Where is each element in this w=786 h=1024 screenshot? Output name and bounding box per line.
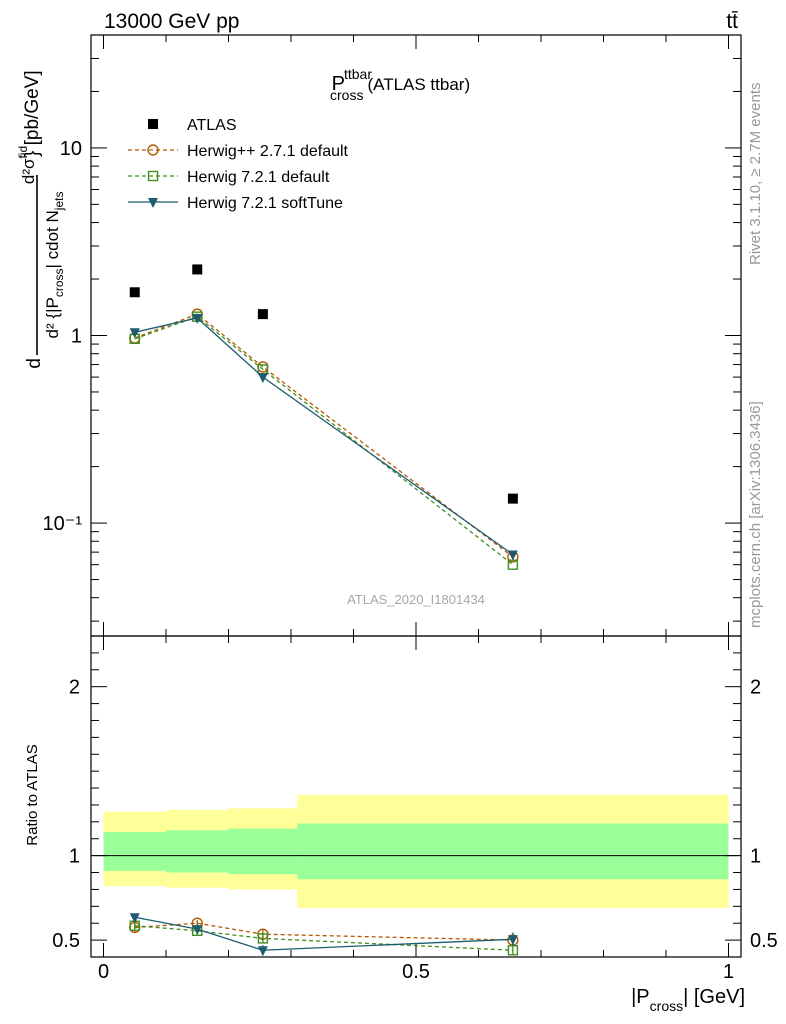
legend-label-atlas: ATLAS (187, 117, 237, 134)
source-label: mcplots.cern.ch [arXiv:1306.3436] (747, 401, 764, 628)
herwig-7-2-1-softtune-line (134, 317, 514, 556)
herwig-7-2-1-softtune-ratio-point (257, 946, 268, 957)
analysis-id: ATLAS_2020_I1801434 (347, 592, 485, 607)
y-label-fid: fid (16, 146, 30, 159)
legend-marker-atlas (148, 119, 158, 129)
y-tick-label: 1 (71, 326, 82, 348)
legend-marker-herwig-2-7-1-default (147, 144, 159, 156)
legend-label-herwig-7-2-1-default: Herwig 7.2.1 default (187, 169, 330, 186)
herwig-7-2-1-softtune-point (129, 328, 140, 339)
stat-uncertainty-band-bin-3 (297, 823, 729, 880)
y-label-denominator: d² {|Pcross| cdot Njets (43, 192, 66, 339)
y-label-d: d (24, 358, 45, 369)
ratio-y-tick-label-left: 1 (69, 846, 80, 868)
y-label-units: } [pb/GeV] (22, 70, 43, 157)
x-label-units: | [GeV] (683, 986, 745, 1008)
stat-uncertainty-band-bin-2 (228, 828, 298, 875)
ratio-y-tick-label-right: 0.5 (750, 930, 778, 952)
ratio-y-axis-label: Ratio to ATLAS (24, 744, 41, 845)
ratio-y-tick-label-left: 2 (69, 677, 80, 699)
y-tick-label: 10⁻¹ (43, 513, 83, 535)
legend-label-herwig-2-7-1-default: Herwig++ 2.7.1 default (187, 143, 349, 160)
herwig-7-2-1-softtune-ratio-point (129, 913, 140, 924)
title-superscript: ttbar (344, 66, 372, 82)
herwig-2-7-1-default-ratio-line (134, 922, 513, 941)
herwig-7-2-1-softtune-ratio-point (507, 935, 518, 946)
legend-marker-herwig-7-2-1-default (147, 170, 159, 182)
x-tick-label: 0.5 (402, 961, 430, 983)
y-label-cdot: | cdot N (43, 210, 62, 268)
atlas-point (129, 287, 140, 298)
ratio-y-tick-label-left: 0.5 (52, 930, 80, 952)
herwig-2-7-1-default-line (134, 313, 514, 558)
plot-title: Pttbar cross(ATLAS ttbar) (330, 66, 470, 103)
title-main: P (332, 73, 345, 95)
x-tick-label: 1 (723, 961, 734, 983)
herwig-7-2-1-softtune-point (257, 373, 268, 384)
y-label-cross-sub: cross (52, 269, 66, 298)
ratio-y-tick-label-right: 1 (750, 846, 761, 868)
energy-label: 13000 GeV pp (104, 10, 239, 33)
title-suffix: (ATLAS ttbar) (367, 75, 470, 94)
atlas-point (507, 493, 518, 504)
herwig-7-2-1-softtune-point (507, 550, 518, 561)
main-y-axis-label: d²σfid d d² {|Pcross| cdot Njets } [pb/G… (16, 70, 66, 368)
stat-uncertainty-band-bin-1 (166, 830, 229, 873)
rivet-label: Rivet 3.1.10, ≥ 2.7M events (747, 83, 764, 266)
herwig-7-2-1-softtune-point (192, 313, 203, 324)
herwig-7-2-1-default-line (134, 315, 514, 566)
y-label-jets-sub: jets (52, 192, 66, 212)
x-tick-label: 0 (98, 961, 109, 983)
legend-marker-herwig-7-2-1-softtune (148, 198, 158, 208)
main-panel: 10⁻¹ 1 10 ATLAS Herwig++ 2.7.1 default Herwig… (43, 34, 742, 637)
atlas-point (192, 264, 203, 275)
ratio-panel: 0 0.5 1 0.5 0.5 1 1 2 2 (52, 635, 778, 983)
ratio-y-tick-label-right: 2 (750, 677, 761, 699)
stat-uncertainty-band-bin-0 (103, 831, 166, 871)
title-subscript: cross (330, 87, 363, 103)
legend-label-herwig-7-2-1-softtune: Herwig 7.2.1 softTune (187, 195, 343, 212)
y-tick-label: 10 (60, 138, 82, 160)
herwig-7-2-1-default-ratio-point (257, 933, 269, 944)
atlas-point (257, 309, 268, 320)
herwig-7-2-1-softtune-ratio-point (192, 925, 203, 936)
x-label-cross-sub: cross (650, 998, 683, 1014)
process-label: tt̄ (726, 10, 738, 33)
herwig-7-2-1-softtune-ratio-line (134, 916, 513, 951)
